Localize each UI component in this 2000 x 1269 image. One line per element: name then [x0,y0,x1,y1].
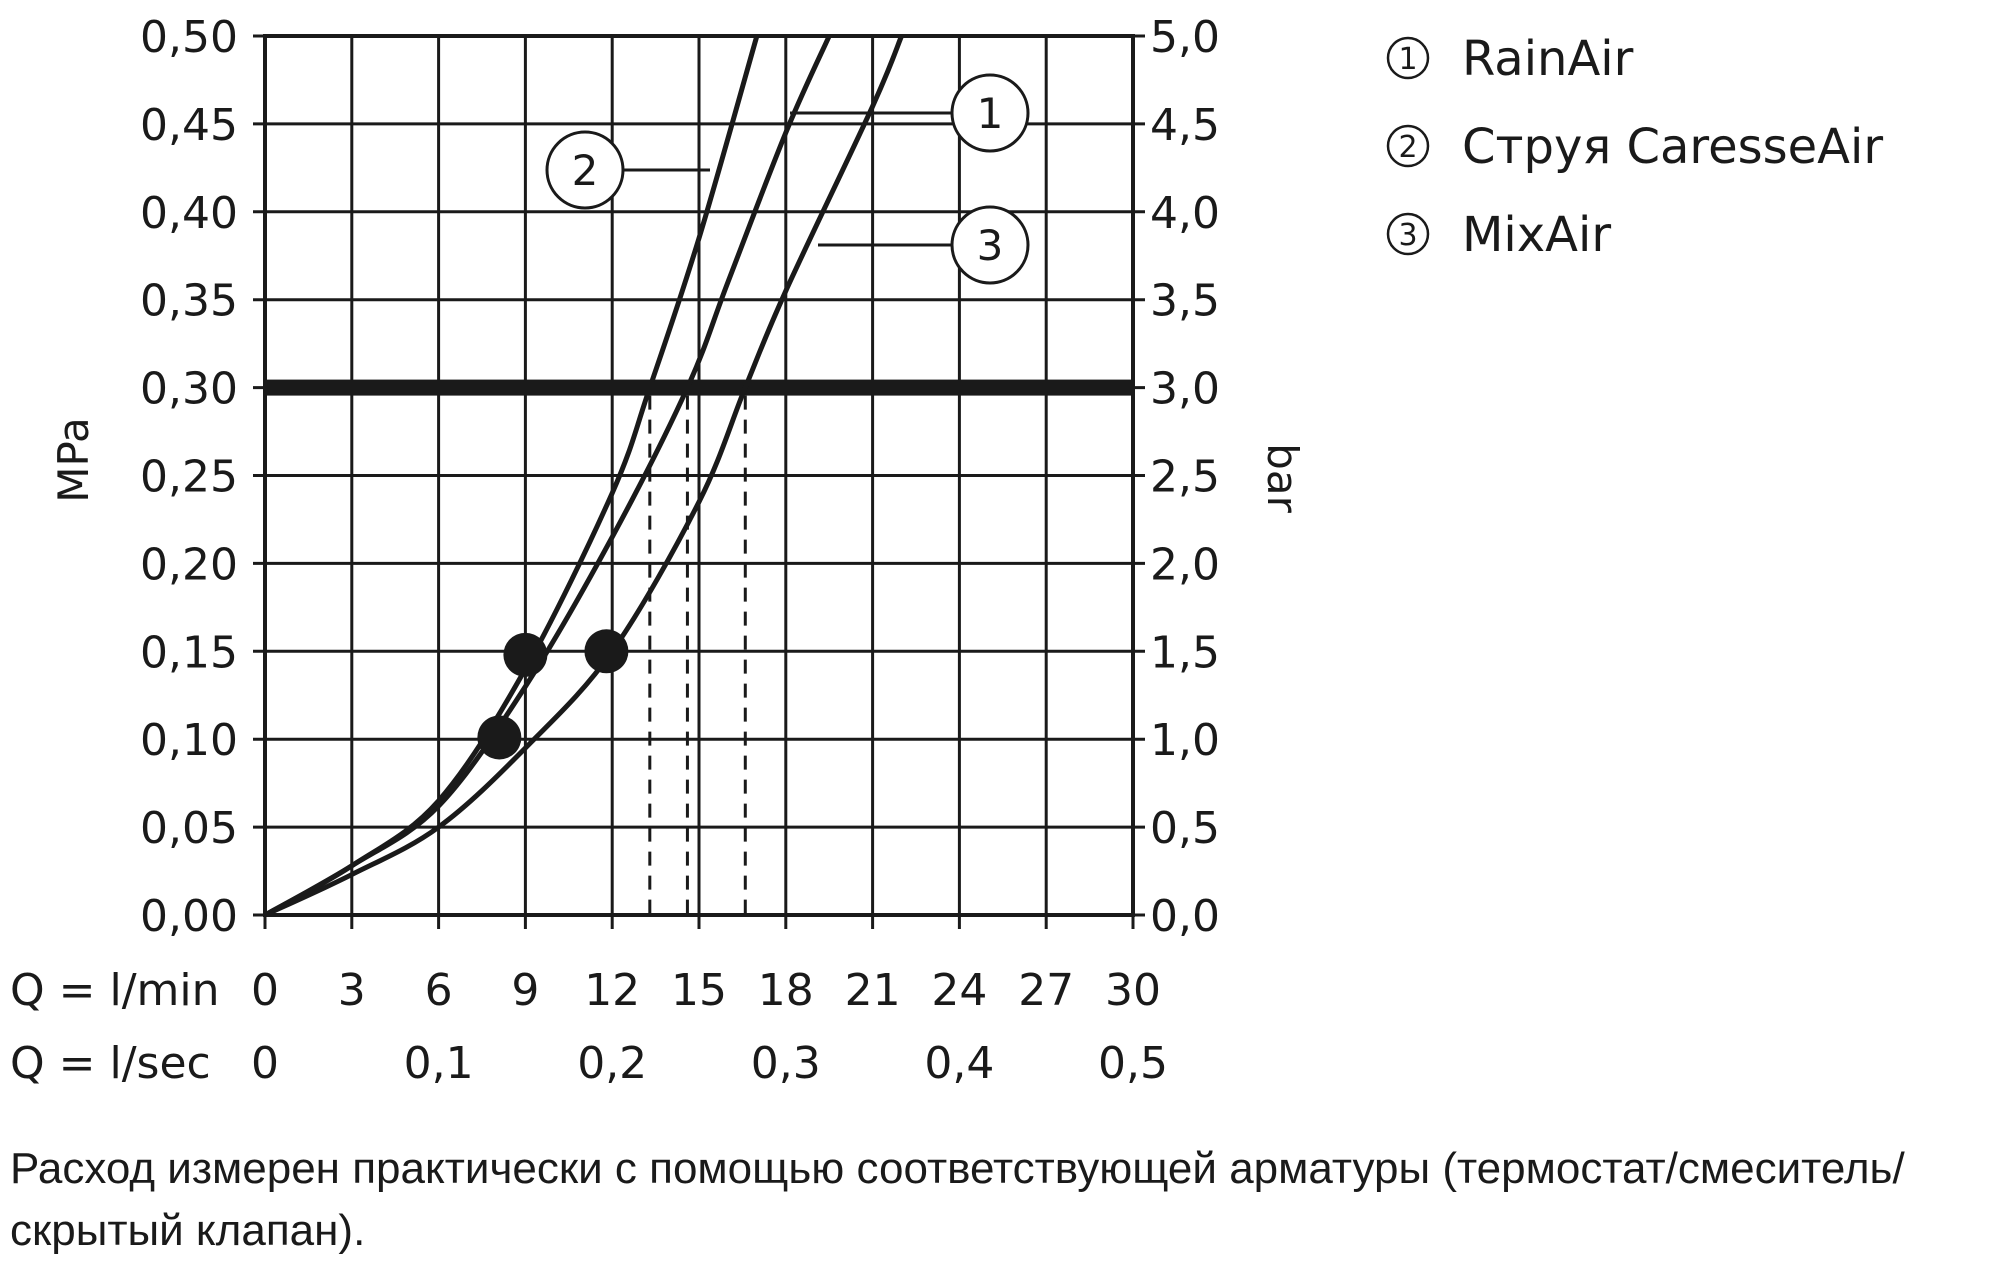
callout-number-1: 1 [977,89,1004,138]
x-secondary-tick-label: 0,4 [924,1038,994,1089]
y-right-tick-label: 2,5 [1150,452,1220,503]
series-markers [477,629,629,760]
x-primary-tick-label: 6 [425,965,453,1016]
marker-series-1 [503,632,548,677]
x-primary-label: Q = l/min [10,965,220,1016]
legend-num-2: 2 [1398,130,1417,165]
reference-line [265,379,1133,396]
callout-number-3: 3 [977,221,1004,270]
x-primary-tick-label: 27 [1018,965,1074,1016]
y-right-tick-label: 4,0 [1150,188,1220,239]
y-right-tick-label: 0,5 [1150,803,1220,854]
series-line-2 [265,35,760,917]
y-left-axis-title: MPa [49,417,98,502]
y-right-tick-label: 5,0 [1150,12,1220,63]
x-primary-tick-labels: 0 3 6 9 12 15 18 21 24 27 30 [251,965,1161,1016]
legend-num-circle-3 [1386,212,1430,256]
x-secondary-tick-labels: 0 0,1 0,2 0,3 0,4 0,5 [251,1038,1168,1089]
y-left-tick-label: 0,35 [140,276,238,327]
y-left-tick-label: 0,00 [140,891,238,942]
x-primary-tick-label: 30 [1105,965,1161,1016]
x-primary-tick-label: 21 [845,965,901,1016]
x-primary-tick-label: 18 [758,965,814,1016]
legend-label-3: MixAir [1462,207,1611,263]
callout-bubble-1 [950,73,1030,153]
legend-num-3: 3 [1398,218,1417,253]
x-secondary-tick-label: 0,2 [577,1038,647,1089]
y-right-tick-label: 4,5 [1150,100,1220,151]
y-left-tick-labels: 0,00 0,05 0,10 0,15 0,20 0,25 0,30 0,35 0,40 0,45… [140,12,238,942]
y-left-tick-label: 0,40 [140,188,238,239]
x-secondary-tick-label: 0,3 [751,1038,821,1089]
callout-bubble-2 [545,130,625,210]
y-right-tick-labels: 0,0 0,5 1,0 1,5 2,0 2,5 3,0 3,5 4,0 4,5 5,0 [1150,12,1220,942]
marker-series-2 [477,715,522,760]
legend-num-1: 1 [1398,42,1417,77]
legend-num-circle-1 [1386,36,1430,80]
x-secondary-tick-label: 0,5 [1098,1038,1168,1089]
y-right-tick-label: 1,0 [1150,715,1220,766]
x-primary-tick-label: 3 [338,965,366,1016]
x-secondary-tick-label: 0 [251,1038,279,1089]
x-primary-tick-label: 12 [584,965,640,1016]
y-left-tick-label: 0,45 [140,100,238,151]
y-right-tick-label: 3,5 [1150,276,1220,327]
y-right-axis-title: bar [1258,443,1307,513]
x-primary-tick-label: 9 [511,965,539,1016]
y-left-tick-label: 0,15 [140,627,238,678]
x-secondary-tick-label: 0,1 [404,1038,474,1089]
plot-frame [263,34,1135,917]
y-left-tick-label: 0,20 [140,539,238,590]
y-left-tick-label: 0,25 [140,452,238,503]
y-right-tick-label: 0,0 [1150,891,1220,942]
callout-bubble-3 [950,205,1030,285]
legend: 1 RainAir 2 Струя CaresseAir 3 MixAir [1386,31,1883,263]
legend-label-2: Струя CaresseAir [1462,119,1883,175]
y-left-tick-label: 0,10 [140,715,238,766]
marker-series-3 [584,629,629,674]
y-right-tick-label: 3,0 [1150,364,1220,415]
y-right-tick-label: 2,0 [1150,539,1220,590]
series-curves [265,34,904,917]
x-secondary-label: Q = l/sec [10,1038,211,1089]
footnote: Расход измерен практически с помощью соо… [10,1144,1905,1255]
legend-num-circle-2 [1386,124,1430,168]
callout-number-2: 2 [572,146,599,195]
x-primary-tick-label: 24 [931,965,987,1016]
series-line-3 [265,35,904,917]
flow-dashed-lines [648,395,747,915]
y-left-tick-label: 0,30 [140,364,238,415]
reference-line-group [265,379,1133,396]
x-primary-tick-label: 0 [251,965,279,1016]
y-left-tick-label: 0,05 [140,803,238,854]
plot-border [263,34,1135,917]
legend-label-1: RainAir [1462,31,1634,87]
y-right-tick-label: 1,5 [1150,627,1220,678]
y-left-tick-label: 0,50 [140,12,238,63]
series-callouts: 1 2 3 [545,73,1030,285]
x-primary-tick-label: 15 [671,965,727,1016]
